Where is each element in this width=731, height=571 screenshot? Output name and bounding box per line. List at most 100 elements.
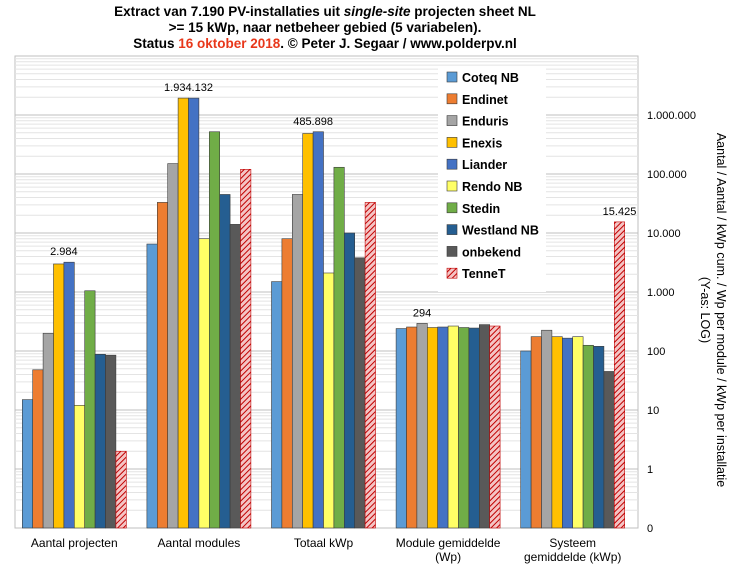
- bar-liander: [188, 97, 200, 529]
- x-category-label: Systeem: [549, 536, 596, 550]
- bar-endinet: [281, 238, 293, 529]
- bar-coteq-nb: [21, 399, 33, 529]
- y-axis-ticks: 0 1 10 100 1.000 10.000 100.000 1.000.000: [647, 110, 696, 535]
- legend-label: Enexis: [462, 136, 502, 150]
- legend-swatch: [446, 267, 458, 279]
- legend-label: Enduris: [462, 115, 509, 129]
- y-tick-label: 10.000: [647, 228, 681, 240]
- bar-enexis: [53, 263, 65, 529]
- legend-label: Endinet: [462, 93, 509, 107]
- bar-liander: [437, 326, 449, 529]
- legend-swatch: [446, 71, 458, 83]
- bar-enduris: [416, 323, 428, 529]
- y-tick-label: 10: [647, 405, 659, 417]
- bar-enexis: [302, 133, 314, 529]
- bar-westland-nb: [468, 327, 480, 529]
- bar-westland-nb: [94, 353, 106, 529]
- bar-enduris: [541, 329, 553, 529]
- data-label: 1.934.132: [164, 82, 213, 94]
- legend-label: Rendo NB: [462, 180, 522, 194]
- x-category-label: Module gemiddelde: [396, 536, 501, 550]
- bar-coteq-nb: [271, 281, 283, 529]
- bar-stedin: [333, 166, 345, 529]
- legend-swatch: [446, 158, 458, 170]
- x-category-label: Aantal projecten: [31, 536, 118, 550]
- bar-tennet: [240, 169, 252, 529]
- bar-endinet: [32, 369, 44, 529]
- data-label: 2.984: [50, 246, 78, 258]
- bar-onbekend: [478, 324, 490, 529]
- y-axis-label: Aantal / Aantal / kWp cum. / Wp per modu…: [714, 133, 728, 487]
- bar-enexis: [551, 336, 563, 529]
- bar-liander: [63, 261, 75, 529]
- bar-westland-nb: [593, 346, 605, 529]
- bar-onbekend: [105, 354, 117, 529]
- bar-tennet: [364, 202, 376, 529]
- bar-tennet: [115, 450, 127, 529]
- bar-rendo-nb: [572, 336, 584, 529]
- bar-endinet: [530, 336, 542, 529]
- legend-swatch: [446, 137, 458, 148]
- y-tick-label: 1: [647, 464, 653, 476]
- bar-stedin: [458, 327, 470, 529]
- bar-rendo-nb: [198, 238, 210, 529]
- bar-stedin: [582, 344, 594, 529]
- legend-swatch: [446, 180, 458, 192]
- legend-swatch: [446, 202, 458, 214]
- bar-endinet: [406, 326, 418, 529]
- y-axis-label-note: (Y-as: LOG): [698, 277, 712, 343]
- chart-title-line-2: >= 15 kWp, naar netbeheer gebied (5 vari…: [169, 20, 482, 35]
- chart-title-line-3: Status 16 oktober 2018. © Peter J. Segaa…: [133, 36, 517, 51]
- bar-rendo-nb: [447, 325, 459, 529]
- bar-tennet: [489, 325, 501, 529]
- y-tick-label: 0: [647, 523, 653, 535]
- data-labels: 2.984 1.934.132 485.898 294 15.425: [50, 82, 636, 319]
- legend-swatch: [446, 93, 458, 105]
- y-tick-label: 100.000: [647, 169, 687, 181]
- bar-enexis: [426, 327, 438, 529]
- bar-onbekend: [229, 224, 241, 529]
- legend-swatch: [446, 246, 458, 257]
- data-label: 15.425: [603, 206, 637, 218]
- bar-enexis: [177, 97, 189, 529]
- bar-westland-nb: [219, 194, 231, 529]
- bar-liander: [561, 337, 573, 529]
- bar-coteq-nb: [395, 328, 407, 529]
- bar-endinet: [157, 202, 169, 529]
- y-tick-label: 1.000.000: [647, 110, 696, 122]
- bar-enduris: [167, 163, 179, 529]
- bar-coteq-nb: [146, 243, 158, 529]
- bar-enduris: [291, 194, 303, 529]
- bar-stedin: [84, 290, 96, 529]
- legend-label: Stedin: [462, 202, 500, 216]
- x-category-label: (Wp): [435, 550, 461, 564]
- x-category-label: Aantal modules: [158, 536, 241, 550]
- bar-coteq-nb: [520, 350, 532, 529]
- legend-label: Westland NB: [462, 224, 539, 238]
- legend-swatch: [446, 115, 458, 126]
- bar-tennet: [613, 221, 625, 529]
- bar-onbekend: [354, 257, 366, 529]
- data-label: 294: [413, 307, 431, 319]
- bar-stedin: [209, 131, 221, 529]
- legend-label: Liander: [462, 158, 507, 172]
- y-tick-label: 1.000: [647, 287, 675, 299]
- legend-items: Coteq NB Endinet Enduris Enexis Liander Rendo…: [446, 71, 539, 281]
- bar-westland-nb: [343, 232, 355, 529]
- legend-label: TenneT: [462, 267, 506, 281]
- legend-label: onbekend: [462, 245, 521, 259]
- chart-title-line-1: Extract van 7.190 PV-installaties uit si…: [114, 4, 536, 19]
- bar-onbekend: [603, 371, 615, 529]
- bar-enduris: [42, 332, 54, 529]
- bar-rendo-nb: [74, 405, 86, 529]
- legend-swatch: [446, 224, 458, 235]
- data-label: 485.898: [293, 116, 333, 128]
- x-axis-categories: Aantal projecten Aantal modules Totaal kWp…: [31, 536, 621, 564]
- y-tick-label: 100: [647, 346, 665, 358]
- bars: [21, 97, 625, 529]
- bar-liander: [312, 131, 324, 529]
- x-category-label: gemiddelde (kWp): [524, 550, 621, 564]
- legend-label: Coteq NB: [462, 71, 519, 85]
- bar-rendo-nb: [323, 272, 335, 529]
